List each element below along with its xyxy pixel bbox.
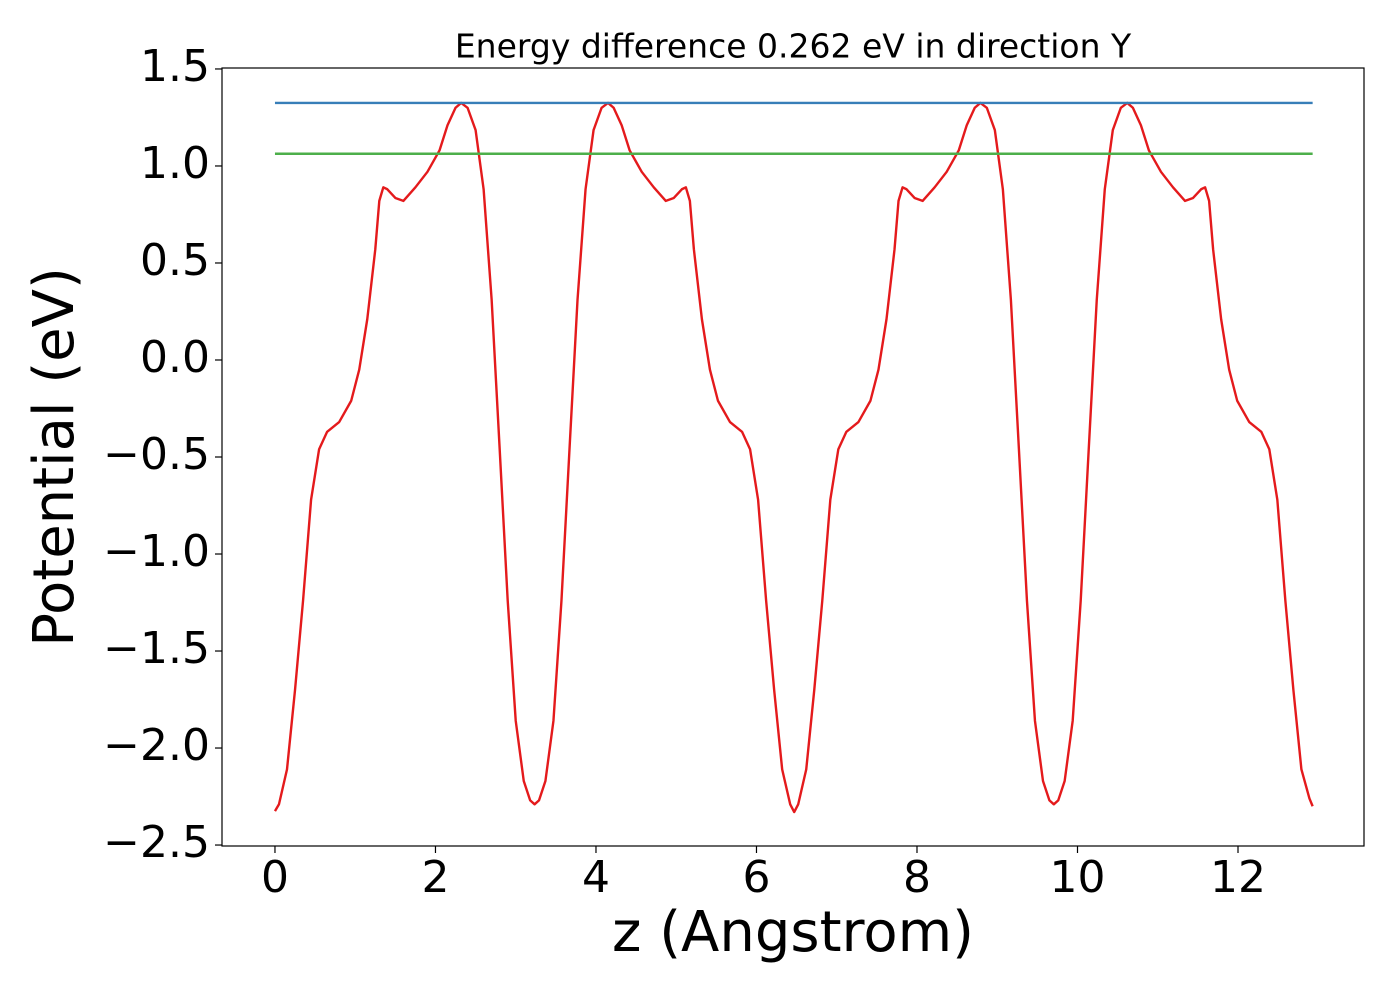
x-tick-label: 0	[261, 852, 289, 903]
y-tick-label: 0.0	[140, 332, 210, 383]
x-tick-label: 8	[903, 852, 931, 903]
y-tick-label: −1.0	[103, 526, 210, 577]
y-tick-label: 1.5	[140, 41, 210, 92]
chart-title: Energy difference 0.262 eV in direction …	[455, 27, 1132, 66]
x-tick-label: 12	[1210, 852, 1266, 903]
y-tick-label: −2.5	[103, 817, 210, 868]
y-tick-label: −1.5	[103, 623, 210, 674]
y-tick-label: −0.5	[103, 429, 210, 480]
x-tick-label: 10	[1049, 852, 1105, 903]
plot-frame	[221, 67, 1365, 847]
x-tick-label: 2	[421, 852, 449, 903]
y-tick-label: 0.5	[140, 235, 210, 286]
data-line	[273, 101, 1314, 814]
y-axis-label: Potential (eV)	[22, 267, 87, 647]
x-tick-label: 6	[742, 852, 770, 903]
x-axis-label: z (Angstrom)	[612, 900, 974, 965]
y-tick-label: −2.0	[103, 720, 210, 771]
x-tick-label: 4	[582, 852, 610, 903]
y-tick-label: 1.0	[140, 138, 210, 189]
